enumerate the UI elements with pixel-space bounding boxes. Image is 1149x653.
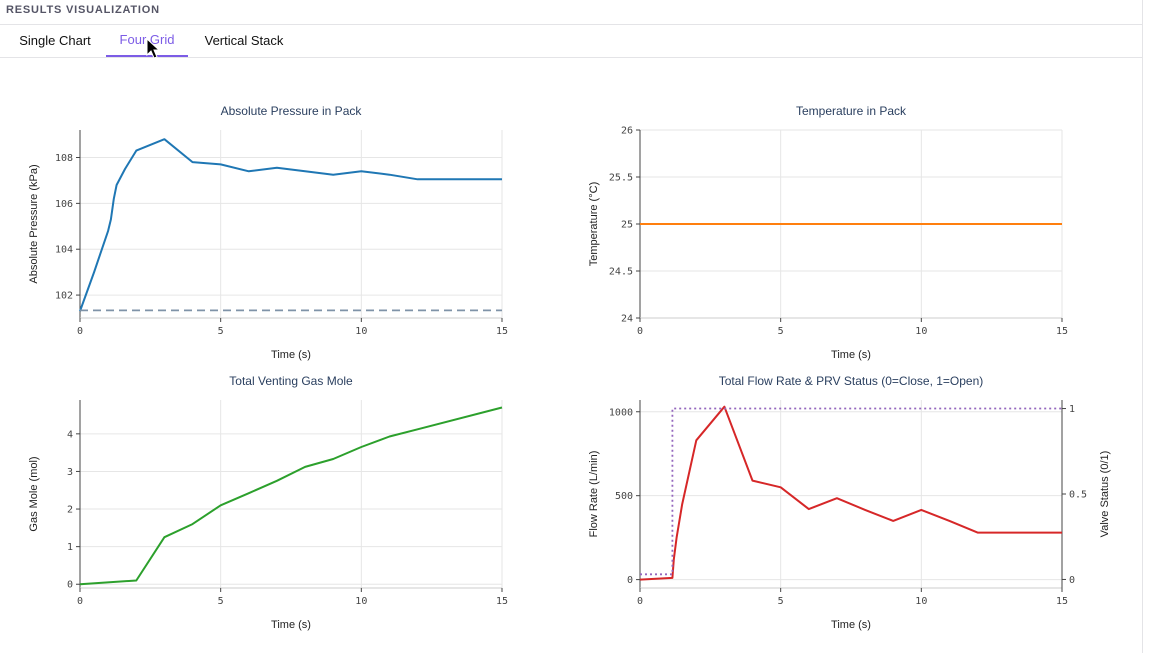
chart-title: Total Flow Rate & PRV Status (0=Close, 1… [719, 374, 984, 388]
x-tick-label: 5 [778, 596, 784, 607]
y-tick-label: 0 [627, 575, 633, 586]
x-tick-label: 0 [77, 596, 83, 607]
tab-vertical-stack[interactable]: Vertical Stack [204, 33, 284, 48]
x-tick-label: 0 [637, 326, 643, 337]
x-tick-label: 10 [915, 326, 927, 337]
y-axis-label: Gas Mole (mol) [28, 456, 40, 531]
series-line-1 [79, 406, 503, 586]
x-axis-label: Time (s) [831, 349, 871, 361]
y-tick-label: 106 [55, 199, 73, 210]
results-title: RESULTS VISUALIZATION [6, 4, 160, 16]
y-tick-label: 26 [621, 126, 633, 137]
y2-axis-label: Valve Status (0/1) [1099, 451, 1111, 538]
x-tick-label: 5 [778, 326, 784, 337]
y-tick-label: 104 [55, 245, 73, 256]
x-tick-label: 0 [77, 326, 83, 337]
y-axis-label: Absolute Pressure (kPa) [28, 164, 40, 283]
view-tabbar: Single Chart Four Grid Vertical Stack [0, 25, 1143, 58]
y-axis-label: Flow Rate (L/min) [588, 451, 600, 538]
y-tick-label: 102 [55, 291, 73, 302]
x-tick-label: 15 [496, 596, 508, 607]
x-tick-label: 0 [637, 596, 643, 607]
y-tick-label: 108 [55, 153, 73, 164]
series-line-1 [639, 405, 1062, 581]
x-tick-label: 10 [915, 596, 927, 607]
tab-single-chart[interactable]: Single Chart [19, 33, 91, 48]
chart-title: Temperature in Pack [796, 104, 907, 118]
series-line-1 [79, 138, 502, 312]
y-tick-label: 0 [67, 580, 73, 591]
y-tick-label: 1 [67, 542, 73, 553]
x-tick-label: 15 [1056, 596, 1068, 607]
four-grid-area: 0 5 10 15 102 104 106 108 Absolute Pressure in P… [0, 58, 1143, 653]
results-header: RESULTS VISUALIZATION [0, 0, 1143, 25]
x-tick-label: 5 [218, 596, 224, 607]
x-axis-label: Time (s) [271, 619, 311, 631]
x-tick-label: 5 [218, 326, 224, 337]
y-tick-label: 4 [67, 429, 73, 440]
x-axis-label: Time (s) [831, 619, 871, 631]
y-tick-label: 25 [621, 220, 633, 231]
y2-tick-label: 1 [1069, 404, 1075, 415]
mouse-cursor-icon [146, 38, 161, 59]
y-tick-label: 500 [615, 491, 633, 502]
x-tick-label: 15 [1056, 326, 1068, 337]
chart-title: Total Venting Gas Mole [229, 374, 353, 388]
y-tick-label: 25.5 [609, 173, 633, 184]
x-tick-label: 10 [355, 326, 367, 337]
y-tick-label: 24.5 [609, 267, 633, 278]
y-tick-label: 1000 [609, 407, 633, 418]
y-tick-label: 3 [67, 467, 73, 478]
chart-1: 0 5 10 15 102 104 106 108 Absolute Pressure in P… [28, 104, 508, 361]
y2-tick-label: 0.5 [1069, 490, 1087, 501]
x-tick-label: 15 [496, 326, 508, 337]
y2-tick-label: 0 [1069, 575, 1075, 586]
chart-3: 0 5 10 15 0 1 2 3 4 Total Venting Gas Mole Time (s… [28, 374, 508, 631]
chart-2: 0 5 10 15 24 24.5 25 25.5 26 Temperature in Pack T… [588, 104, 1068, 361]
x-axis-label: Time (s) [271, 349, 311, 361]
y-tick-label: 24 [621, 314, 633, 325]
series-line-2 [640, 407, 1062, 576]
x-tick-label: 10 [355, 596, 367, 607]
y-axis-label: Temperature (°C) [588, 182, 600, 266]
chart-title: Absolute Pressure in Pack [221, 104, 363, 118]
y-tick-label: 2 [67, 505, 73, 516]
